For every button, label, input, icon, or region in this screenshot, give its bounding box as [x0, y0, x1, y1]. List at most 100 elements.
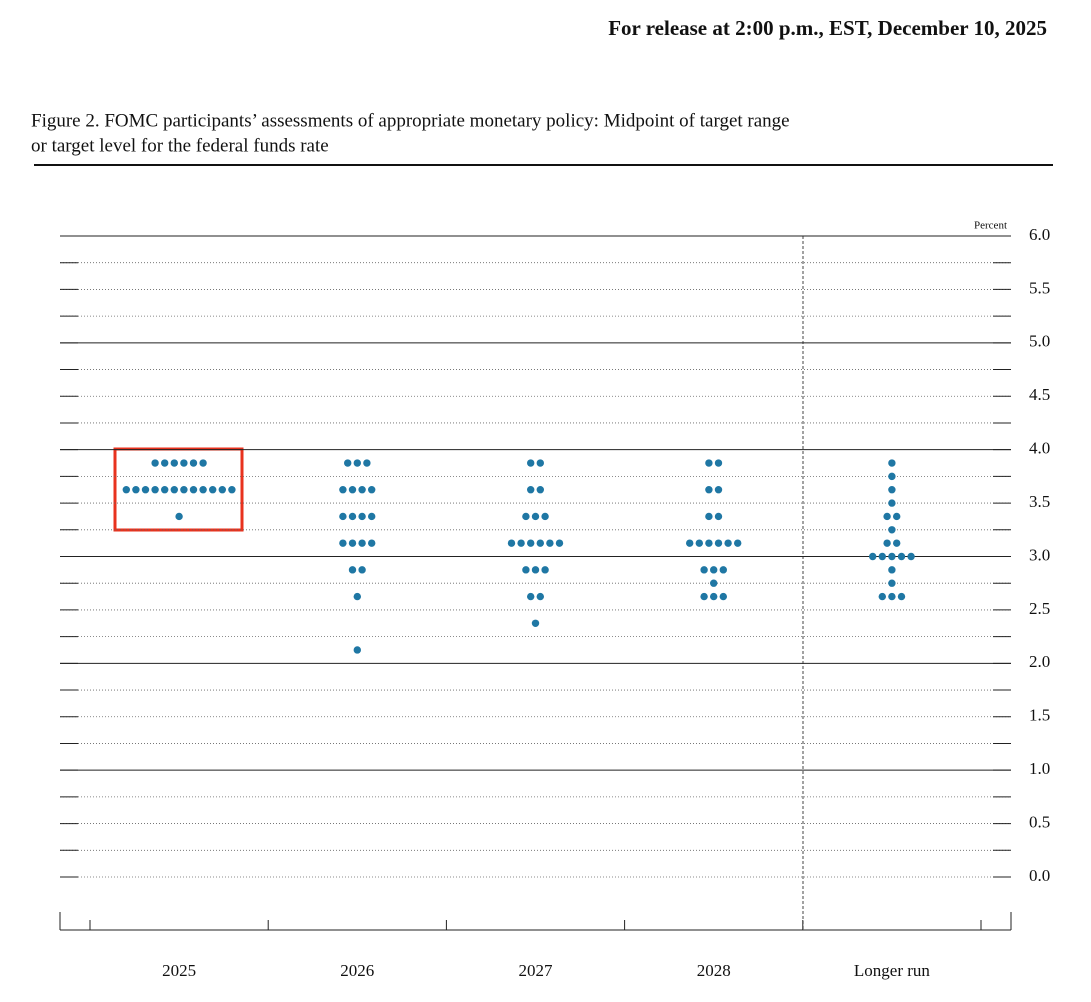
- dot: [161, 486, 169, 494]
- dot: [888, 579, 896, 587]
- dot: [888, 552, 896, 561]
- highlight-box: [113, 447, 244, 532]
- dot: [189, 486, 198, 494]
- chart-title: Figure 2. FOMC participants’ assessments…: [31, 110, 790, 131]
- x-tick-label: Longer run: [854, 961, 931, 980]
- dot: [888, 526, 896, 534]
- dot: [719, 566, 727, 574]
- y-tick-label: 2.5: [1029, 599, 1050, 618]
- dot: [170, 459, 178, 467]
- dot: [536, 592, 544, 601]
- dot: [175, 512, 183, 521]
- chart-title: or target level for the federal funds ra…: [31, 135, 329, 156]
- dot: [710, 579, 718, 587]
- dot: [228, 486, 236, 494]
- dot: [161, 459, 169, 467]
- y-tick-label: 1.0: [1029, 759, 1050, 778]
- x-tick-label: 2025: [162, 961, 196, 980]
- dot: [883, 539, 891, 547]
- dot: [714, 512, 723, 521]
- dot: [705, 459, 713, 467]
- dot: [353, 592, 361, 601]
- dot: [536, 539, 544, 547]
- dot: [700, 566, 708, 574]
- dot: [531, 566, 540, 574]
- dot: [710, 566, 718, 574]
- dot: [358, 566, 366, 574]
- dot: [527, 592, 535, 601]
- dot: [527, 486, 535, 494]
- y-tick-label: 3.5: [1029, 492, 1050, 511]
- release-note: For release at 2:00 p.m., EST, December …: [608, 16, 1047, 40]
- dot: [348, 486, 357, 494]
- y-tick-label: 3.0: [1029, 545, 1050, 564]
- dot: [705, 539, 713, 547]
- dot: [907, 552, 915, 561]
- dot: [734, 539, 742, 547]
- dot: [507, 539, 516, 547]
- y-tick-label: 0.0: [1029, 866, 1050, 885]
- dot: [353, 459, 361, 467]
- dot: [132, 486, 140, 494]
- dot: [888, 486, 896, 494]
- dot: [700, 592, 708, 601]
- dot: [878, 592, 886, 601]
- dot: [122, 486, 130, 494]
- dot: [209, 486, 217, 494]
- dot: [348, 539, 357, 547]
- y-tick-label: 4.0: [1029, 439, 1050, 458]
- dot: [878, 552, 886, 561]
- x-tick-label: 2026: [340, 961, 374, 980]
- dot: [527, 459, 535, 467]
- dot: [189, 459, 198, 467]
- dot: [719, 592, 727, 601]
- dot: [348, 566, 357, 574]
- dot: [546, 539, 554, 547]
- dot: [893, 539, 901, 547]
- dot: [368, 539, 376, 547]
- dot: [888, 566, 896, 574]
- dot: [714, 459, 723, 467]
- dot: [170, 486, 178, 494]
- dot: [522, 566, 530, 574]
- dot: [531, 512, 540, 521]
- dot: [897, 592, 906, 601]
- dot: [710, 592, 718, 601]
- dot: [339, 539, 347, 547]
- dot: [151, 459, 159, 467]
- dot: [541, 512, 549, 521]
- dot: [141, 486, 150, 494]
- dot: [358, 486, 366, 494]
- dot: [368, 486, 376, 494]
- y-tick-label: 5.5: [1029, 278, 1050, 297]
- dot: [180, 459, 188, 467]
- dot: [888, 459, 896, 467]
- y-tick-label: 1.5: [1029, 706, 1050, 725]
- y-axis-label: Percent: [974, 220, 1007, 232]
- dot: [714, 539, 723, 547]
- dot: [705, 512, 713, 521]
- dot: [218, 486, 226, 494]
- dot: [348, 512, 357, 521]
- y-tick-label: 4.5: [1029, 385, 1050, 404]
- dot: [705, 486, 713, 494]
- dot: [724, 539, 732, 547]
- dot: [368, 512, 376, 521]
- y-tick-label: 5.0: [1029, 332, 1050, 351]
- dot: [180, 486, 188, 494]
- dot: [527, 539, 535, 547]
- dot: [517, 539, 525, 547]
- dot: [151, 486, 159, 494]
- dot: [199, 459, 207, 467]
- x-tick-label: 2027: [519, 961, 554, 980]
- dot: [888, 499, 896, 507]
- dot: [522, 512, 530, 521]
- dot: [199, 486, 207, 494]
- dot: [339, 486, 347, 494]
- dot: [531, 619, 540, 627]
- dot: [714, 486, 723, 494]
- y-tick-label: 6.0: [1029, 225, 1050, 244]
- dot: [536, 486, 544, 494]
- dot: [358, 512, 366, 521]
